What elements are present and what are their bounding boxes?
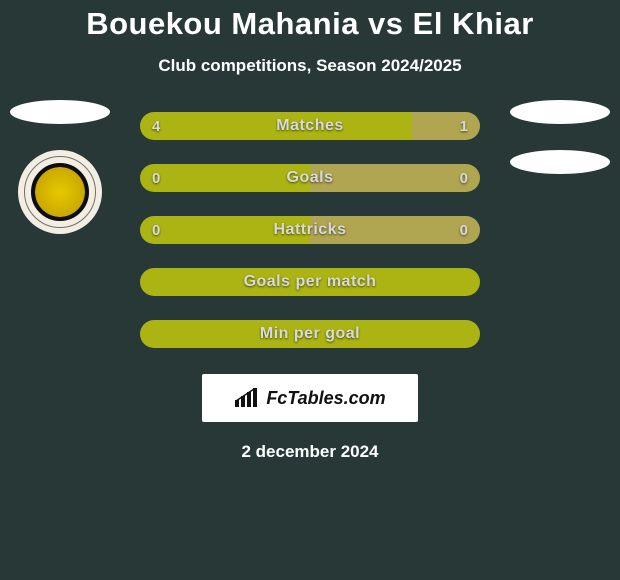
snapshot-date: 2 december 2024 (0, 442, 620, 462)
right-club-placeholder (510, 150, 610, 174)
page-subtitle: Club competitions, Season 2024/2025 (0, 56, 620, 76)
left-player-placeholder (10, 100, 110, 124)
stat-value-left: 4 (140, 112, 172, 140)
stat-value-left: 0 (140, 164, 172, 192)
stat-row-goals: Goals0 0 (140, 164, 480, 192)
stat-label: Min per goal (140, 325, 480, 343)
stat-row-goals-per-match: Goals per match (140, 268, 480, 296)
stat-bars: Matches41Goals00Hattricks00Goals per mat… (140, 112, 480, 348)
branding-box[interactable]: FcTables.com (202, 374, 418, 422)
stat-row-hattricks: Hattricks0 0 (140, 216, 480, 244)
stat-value-right: 0 (448, 216, 480, 244)
left-player-column (0, 100, 120, 234)
stat-label: Matches (140, 117, 480, 135)
stat-row-min-per-goal: Min per goal (140, 320, 480, 348)
right-player-column (500, 100, 620, 174)
stat-label: Hattricks (140, 221, 480, 239)
stat-label: Goals per match (140, 273, 480, 291)
stat-label: Goals (140, 169, 480, 187)
stat-row-matches: Matches4 1 (140, 112, 480, 140)
badge-ring (24, 156, 96, 228)
stat-value-right: 0 (448, 164, 480, 192)
stat-value-left: 0 (140, 216, 172, 244)
branding-text: FcTables.com (266, 388, 385, 409)
stat-value-right: 1 (448, 112, 480, 140)
page-title: Bouekou Mahania vs El Khiar (0, 0, 620, 42)
bars-icon (234, 388, 260, 408)
comparison-stage: Matches41Goals00Hattricks00Goals per mat… (0, 112, 620, 348)
right-player-placeholder (510, 100, 610, 124)
left-club-badge (18, 150, 102, 234)
